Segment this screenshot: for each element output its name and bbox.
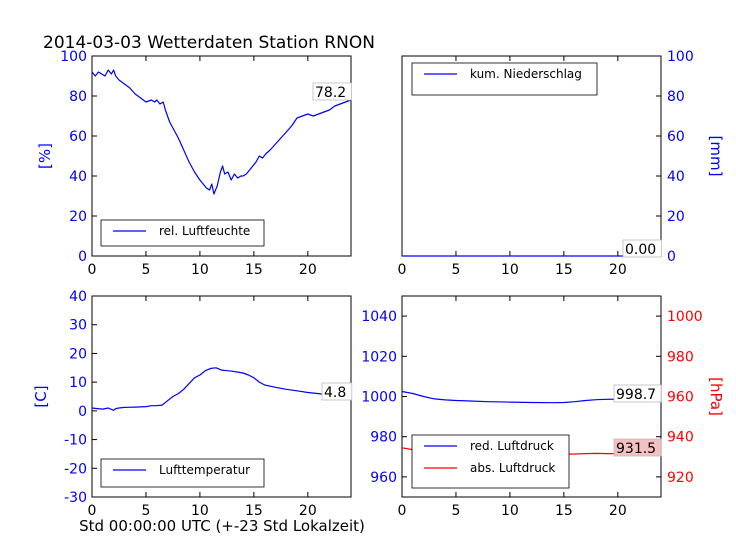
precipitation-ytick-right-label: 100 — [667, 49, 694, 65]
temperature-ytick-label: 10 — [69, 375, 87, 391]
pressure-xtick-label: 5 — [451, 503, 460, 519]
temperature-legend — [100, 458, 265, 488]
pressure-xtick-label: 15 — [555, 503, 573, 519]
humidity-xtick-label: 20 — [299, 262, 317, 278]
pressure-xtick-label: 10 — [501, 503, 519, 519]
temperature-xtick-label: 10 — [191, 503, 209, 519]
pressure-value-label-box — [613, 384, 662, 403]
precipitation-y-label: [mm] — [707, 136, 725, 177]
pressure-ytick-label: 1000 — [361, 390, 397, 406]
temperature-ytick-label: 30 — [69, 318, 87, 334]
humidity-ytick-label: 100 — [60, 49, 87, 65]
temperature-ytick-label: -30 — [64, 490, 87, 506]
precipitation-ytick-right-label: 20 — [667, 209, 685, 225]
humidity-ytick-label: 0 — [78, 249, 87, 265]
pressure-ytick-label: 980 — [370, 430, 397, 446]
pressure-ytick-label: 960 — [370, 470, 397, 486]
temperature-series-line — [91, 367, 352, 411]
pressure-legend — [411, 434, 570, 489]
humidity-xtick-label: 5 — [141, 262, 150, 278]
humidity-xtick-label: 15 — [245, 262, 263, 278]
temperature-ytick-label: 20 — [69, 346, 87, 362]
humidity-xtick-label: 0 — [88, 262, 97, 278]
precipitation-xtick-label: 0 — [398, 262, 407, 278]
pressure-ytick-label: 1020 — [361, 349, 397, 365]
pressure-ytick-right-label: 920 — [667, 470, 694, 486]
precipitation-xtick-label: 5 — [451, 262, 460, 278]
temperature-xtick-label: 5 — [141, 503, 150, 519]
temperature-ytick-label: -20 — [64, 461, 87, 477]
pressure-ytick-right-label: 940 — [667, 430, 694, 446]
pressure-xtick-label: 0 — [398, 503, 407, 519]
humidity-legend — [100, 219, 265, 247]
precipitation-value-label: 0.00 — [625, 242, 656, 258]
precipitation-legend-label: kum. Niederschlag — [470, 67, 582, 81]
humidity-y-label: [%] — [36, 143, 54, 169]
temperature-ytick-label: 40 — [69, 289, 87, 305]
precipitation-xtick-label: 20 — [609, 262, 627, 278]
precipitation-ytick-right-label: 80 — [667, 89, 685, 105]
temperature-value-label-box — [321, 382, 353, 401]
figure-title: 2014-03-03 Wetterdaten Station RNON — [43, 33, 375, 53]
humidity-value-label-box — [312, 82, 352, 101]
pressure-ytick-right-label: 980 — [667, 349, 694, 365]
pressure-value-label-box — [613, 438, 662, 457]
temperature-xtick-label: 15 — [245, 503, 263, 519]
temperature-xtick-label: 20 — [299, 503, 317, 519]
temperature-value-label: 4.8 — [324, 385, 346, 401]
humidity-xtick-label: 10 — [191, 262, 209, 278]
pressure-legend-label: red. Luftdruck — [470, 439, 554, 453]
precipitation-value-label-box — [622, 239, 662, 258]
temperature-xtick-label: 0 — [88, 503, 97, 519]
temperature-y-label: [C] — [32, 385, 50, 407]
humidity-legend-label: rel. Luftfeuchte — [159, 224, 250, 238]
precipitation-ytick-right-label: 0 — [667, 249, 676, 265]
pressure-xtick-label: 20 — [609, 503, 627, 519]
pressure-ytick-label: 1040 — [361, 309, 397, 325]
pressure-value-label: 931.5 — [616, 441, 656, 457]
pressure-legend-label: abs. Luftdruck — [470, 461, 555, 475]
pressure-ytick-right-label: 960 — [667, 390, 694, 406]
humidity-value-label: 78.2 — [315, 85, 346, 101]
humidity-series-line — [91, 69, 352, 195]
precipitation-legend — [411, 62, 598, 96]
pressure-ytick-right-label: 1000 — [667, 309, 703, 325]
precipitation-xtick-label: 15 — [555, 262, 573, 278]
x-axis-label: Std 00:00:00 UTC (+-23 Std Lokalzeit) — [79, 517, 365, 535]
humidity-ytick-label: 40 — [69, 169, 87, 185]
humidity-ytick-label: 20 — [69, 209, 87, 225]
precipitation-xtick-label: 10 — [501, 262, 519, 278]
temperature-ytick-label: 0 — [78, 404, 87, 420]
humidity-ytick-label: 60 — [69, 129, 87, 145]
precipitation-ytick-right-label: 60 — [667, 129, 685, 145]
precipitation-ytick-right-label: 40 — [667, 169, 685, 185]
temperature-ytick-label: -10 — [64, 433, 87, 449]
pressure-value-label: 998.7 — [616, 387, 656, 403]
temperature-legend-label: Lufttemperatur — [159, 463, 250, 477]
humidity-ytick-label: 80 — [69, 89, 87, 105]
pressure-y-label-right: [hPa] — [707, 377, 725, 416]
